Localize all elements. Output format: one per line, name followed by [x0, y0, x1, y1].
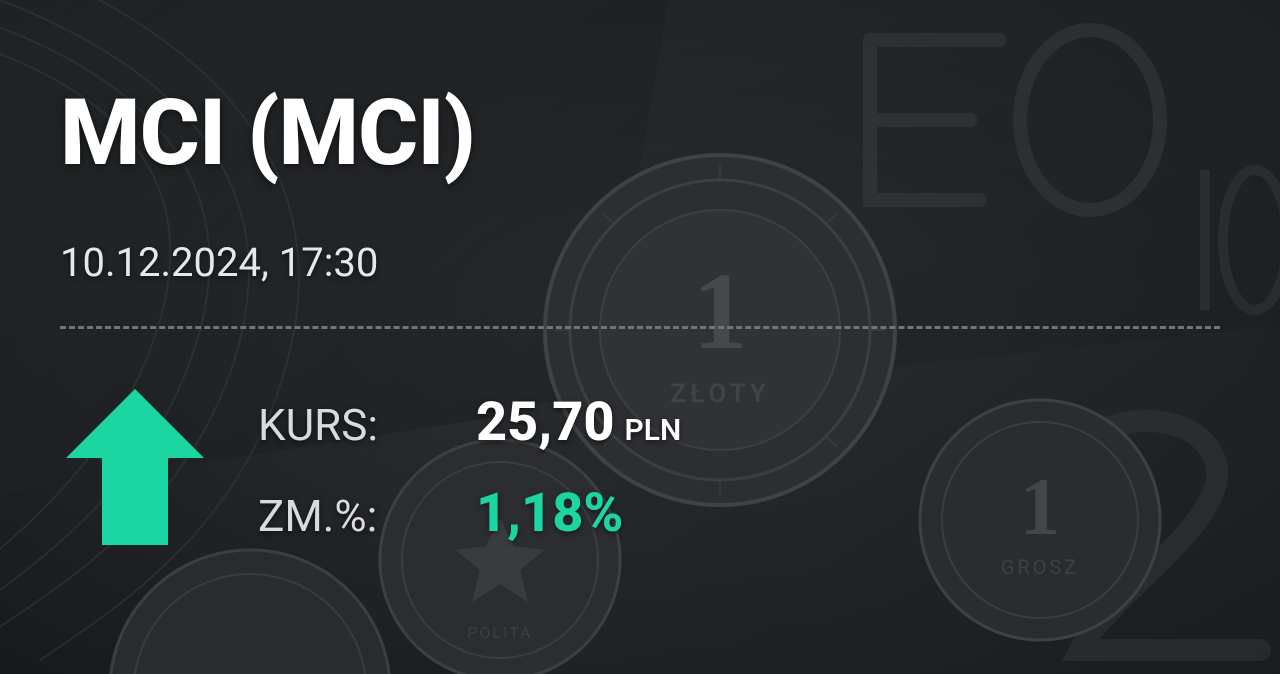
change-label: ZM.%:	[258, 490, 428, 542]
price-currency: PLN	[624, 413, 681, 448]
divider	[60, 326, 1220, 329]
price-value-wrap: 25,70 PLN	[476, 391, 681, 454]
price-label: KURS:	[258, 399, 428, 451]
quote-rows: KURS: 25,70 PLN ZM.%: 1,18%	[258, 391, 681, 545]
stock-quote-card: 1 ZŁOTY 1 GROSZ POLITA	[0, 0, 1280, 674]
content-overlay: MCI (MCI) 10.12.2024, 17:30 KURS: 25,70 P…	[0, 0, 1280, 674]
change-row: ZM.%: 1,18%	[258, 482, 681, 545]
ticker-title: MCI (MCI)	[60, 80, 1220, 187]
price-row: KURS: 25,70 PLN	[258, 391, 681, 454]
change-value: 1,18%	[476, 482, 623, 545]
quote-datetime: 10.12.2024, 17:30	[60, 239, 1220, 286]
trend-arrow-up-icon	[60, 383, 210, 553]
price-value: 25,70	[476, 391, 614, 454]
quote-values: KURS: 25,70 PLN ZM.%: 1,18%	[60, 383, 1220, 553]
